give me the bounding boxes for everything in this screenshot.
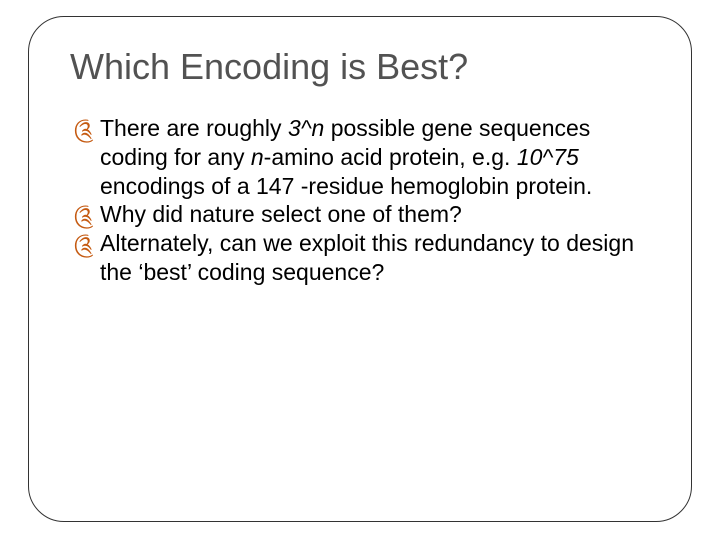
bullet-item: ༊Why did nature select one of them? <box>78 200 658 229</box>
text-run: n <box>251 144 264 170</box>
text-run: 3^n <box>288 115 324 141</box>
text-run: encodings of a 147 -residue hemoglobin p… <box>100 173 592 199</box>
bullet-marker-icon: ༊ <box>74 231 94 259</box>
text-run: 10^75 <box>517 144 579 170</box>
bullet-text: There are roughly 3^n possible gene sequ… <box>100 115 592 199</box>
text-run: Alternately, can we exploit this redunda… <box>100 230 634 285</box>
bullet-text: Why did nature select one of them? <box>100 201 462 227</box>
slide-title: Which Encoding is Best? <box>70 46 468 88</box>
bullet-marker-icon: ༊ <box>74 202 94 230</box>
bullet-marker-icon: ༊ <box>74 116 94 144</box>
bullet-text: Alternately, can we exploit this redunda… <box>100 230 634 285</box>
text-run: -amino acid protein, e.g. <box>264 144 517 170</box>
bullet-item: ༊Alternately, can we exploit this redund… <box>78 229 658 287</box>
bullet-item: ༊There are roughly 3^n possible gene seq… <box>78 114 658 200</box>
text-run: There are roughly <box>100 115 288 141</box>
slide-body: ༊There are roughly 3^n possible gene seq… <box>78 114 658 287</box>
text-run: Why did nature select one of them? <box>100 201 462 227</box>
slide: Which Encoding is Best? ༊There are rough… <box>0 0 720 540</box>
